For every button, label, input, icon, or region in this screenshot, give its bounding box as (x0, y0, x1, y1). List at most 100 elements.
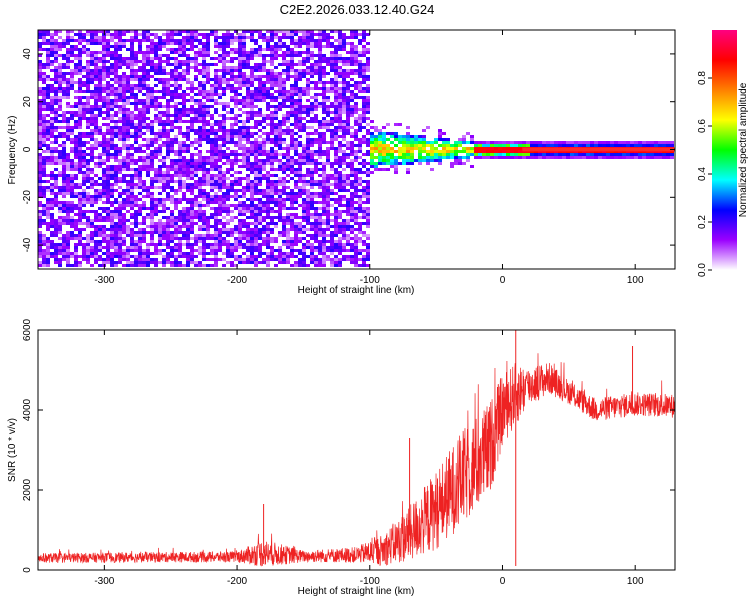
spectrogram-cell (90, 264, 94, 267)
spectrogram-cell (234, 237, 238, 240)
spectrogram-cell (258, 99, 262, 102)
spectrogram-cell (110, 90, 114, 93)
spectrogram-cell (242, 42, 246, 45)
spectrogram-cell (230, 132, 234, 135)
spectrogram-cell (306, 126, 310, 129)
spectrogram-cell (218, 219, 222, 222)
spectrogram-cell (266, 207, 270, 210)
spectrogram-cell (162, 183, 166, 186)
spectrogram-cell (114, 189, 118, 192)
spectrogram-cell (102, 42, 106, 45)
spectrogram-cell (342, 222, 346, 225)
spectrogram-cell (258, 231, 262, 234)
spectrogram-cell (174, 90, 178, 93)
spectrogram-cell (286, 195, 290, 198)
spectrogram-cell (258, 135, 262, 138)
spectrogram-cell (218, 102, 222, 105)
spectrogram-cell (338, 72, 342, 75)
spectrogram-cell (218, 189, 222, 192)
spectrogram-cell (282, 129, 286, 132)
spectrogram-cell (246, 234, 250, 237)
spectrogram-cell (190, 222, 194, 225)
spectrogram-cell (154, 108, 158, 111)
spectrogram-cell (302, 156, 306, 159)
spectrogram-cell (358, 129, 362, 132)
spectrogram-cell (250, 204, 254, 207)
spectrogram-cell (346, 180, 350, 183)
spectrogram-cell (78, 111, 82, 114)
spectrogram-cell (242, 111, 246, 114)
spectrogram-cell (162, 216, 166, 219)
spectrogram-cell (186, 120, 190, 123)
spectrogram-cell (154, 66, 158, 69)
spectrogram-cell (318, 72, 322, 75)
spectrogram-cell (254, 168, 258, 171)
spectrogram-cell (118, 186, 122, 189)
spectrogram-cell (218, 42, 222, 45)
spectrogram-cell (278, 96, 282, 99)
spectrogram-cell (50, 189, 54, 192)
spectrogram-cell (174, 189, 178, 192)
spectrogram-cell (98, 87, 102, 90)
spectrogram-cell (66, 204, 70, 207)
spectrogram-cell (314, 261, 318, 264)
spectrogram-cell (54, 54, 58, 57)
spectrogram-cell (362, 249, 366, 252)
spectrogram-cell (266, 180, 270, 183)
spectrogram-cell (174, 204, 178, 207)
spectrogram-cell (166, 93, 170, 96)
spectrogram-cell (38, 174, 42, 177)
spectrogram-cell (334, 261, 338, 264)
spectrogram-cell (154, 171, 158, 174)
spectrogram-cell (242, 84, 246, 87)
spectrogram-cell (122, 225, 126, 228)
spectrogram-cell (138, 111, 142, 114)
spectrogram-cell (242, 201, 246, 204)
spectrogram-cell (194, 45, 198, 48)
spectrogram-cell (82, 90, 86, 93)
spectrogram-cell (318, 234, 322, 237)
spectrogram-cell (282, 87, 286, 90)
spectrogram-cell (158, 111, 162, 114)
spectrogram-cell (346, 63, 350, 66)
spectrogram-cell (94, 33, 98, 36)
spectrogram-cell (38, 99, 42, 102)
spectrogram-cell (94, 141, 98, 144)
spectrogram-cell (182, 132, 186, 135)
spectrogram-cell (226, 33, 230, 36)
spectrogram-cell (194, 60, 198, 63)
spectrogram-cell (46, 129, 50, 132)
spectrogram-cell (118, 225, 122, 228)
spectrogram-cell (130, 264, 134, 267)
spectrogram-cell (110, 147, 114, 150)
spectrogram-cell (366, 264, 370, 267)
spectrogram-cell (94, 66, 98, 69)
spectrogram-cell (90, 60, 94, 63)
spectrogram-cell (78, 90, 82, 93)
spectrogram-cell (142, 180, 146, 183)
spectrogram-cell (246, 258, 250, 261)
spectrogram-cell (54, 66, 58, 69)
spectrogram-cell (162, 66, 166, 69)
spectrogram-cell (230, 186, 234, 189)
spectrogram-cell (234, 39, 238, 42)
spectrogram-cell (138, 144, 142, 147)
spectrogram-cell (90, 204, 94, 207)
spectrogram-cell (130, 243, 134, 246)
spectrogram-cell (74, 192, 78, 195)
spectrogram-cell (278, 138, 282, 141)
spectrogram-cell (282, 231, 286, 234)
spectrogram-cell (182, 156, 186, 159)
spectrogram-cell (170, 186, 174, 189)
spectrogram-cell (214, 201, 218, 204)
spectrogram-cell (362, 54, 366, 57)
spectrogram-cell (58, 144, 62, 147)
spectrogram-cell (94, 210, 98, 213)
spectrogram-cell (198, 153, 202, 156)
spectrogram-cell (274, 141, 278, 144)
spectrogram-cell (342, 45, 346, 48)
spectrogram-cell (46, 87, 50, 90)
spectrogram-cell (38, 54, 42, 57)
spectrogram-cell (90, 120, 94, 123)
spectrogram-cell (278, 39, 282, 42)
